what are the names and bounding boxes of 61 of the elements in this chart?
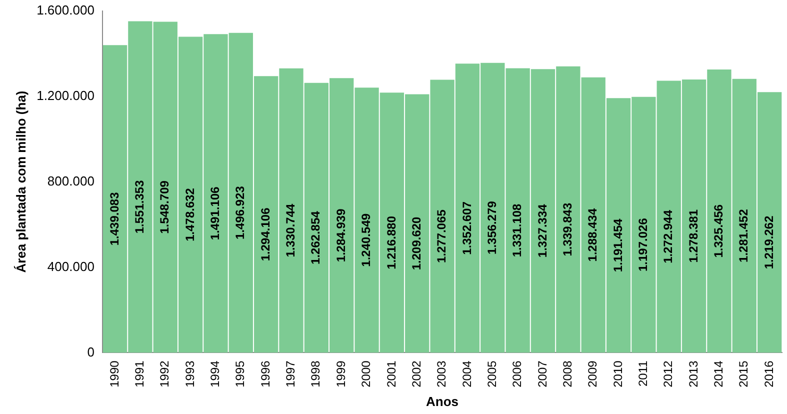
data-label: 1.352.607 [460, 201, 474, 255]
data-label: 1.281.452 [736, 208, 751, 262]
y-tick-label: 400.000 [47, 258, 94, 274]
data-label: 1.278.381 [686, 209, 700, 263]
data-label: 1.330.744 [284, 204, 298, 258]
x-tick-label: 2005 [484, 360, 499, 388]
x-tick-label: 2006 [510, 360, 524, 388]
x-tick-label: 2012 [661, 360, 676, 388]
data-label: 1.294.106 [258, 207, 272, 262]
x-tick-label: 1994 [208, 360, 222, 388]
y-tick-label: 800.000 [47, 173, 94, 188]
x-tick-label: 2013 [686, 360, 700, 388]
x-tick-label: 2002 [409, 360, 424, 388]
data-label: 1.331.108 [510, 203, 524, 258]
data-label: 1.240.549 [359, 213, 374, 267]
x-tick-label: 1991 [132, 360, 147, 388]
x-tick-label: 2008 [560, 360, 574, 388]
x-tick-label: 2000 [359, 360, 374, 388]
x-tick-label: 2016 [762, 360, 776, 388]
x-tick-label: 1990 [107, 360, 122, 388]
data-label: 1.339.843 [560, 202, 574, 256]
data-label: 1.439.083 [107, 192, 122, 246]
x-tick-label: 1995 [233, 360, 248, 388]
data-label: 1.288.434 [586, 208, 600, 262]
x-tick-label: 2015 [736, 360, 751, 388]
x-tick-label: 1999 [334, 360, 348, 388]
data-label: 1.327.334 [535, 204, 550, 258]
x-tick-label: 2011 [636, 360, 650, 387]
x-tick-label: 1996 [258, 360, 272, 388]
x-tick-label: 2003 [434, 360, 449, 388]
x-tick-label: 2010 [610, 360, 625, 388]
data-label: 1.284.939 [334, 208, 348, 262]
data-label: 1.325.456 [712, 204, 726, 258]
x-tick-label: 2001 [384, 360, 398, 388]
data-label: 1.216.880 [384, 216, 398, 270]
x-tick-label: 1992 [158, 360, 172, 388]
data-label: 1.262.854 [308, 210, 323, 264]
y-tick-label: 0 [87, 344, 94, 360]
x-tick-label: 1997 [284, 360, 298, 388]
x-tick-label: 2004 [460, 360, 474, 388]
data-label: 1.272.944 [661, 210, 676, 264]
data-label: 1.219.262 [762, 215, 776, 270]
data-label: 1.548.709 [158, 180, 172, 234]
y-tick-label: 1.600.000 [36, 2, 94, 18]
data-label: 1.496.923 [233, 186, 248, 240]
data-label: 1.209.620 [409, 216, 424, 270]
data-label: 1.356.279 [484, 200, 499, 254]
x-tick-label: 2007 [535, 360, 550, 388]
data-label: 1.551.353 [132, 180, 147, 234]
x-tick-label: 1998 [308, 360, 323, 388]
data-label: 1.277.065 [434, 209, 449, 263]
x-tick-label: 1993 [182, 360, 197, 388]
x-axis-title: Anos [426, 394, 459, 409]
x-tick-label: 2014 [712, 360, 726, 388]
x-tick-label: 2009 [586, 360, 600, 388]
y-tick-label: 1.200.000 [36, 88, 94, 103]
data-label: 1.478.632 [182, 188, 197, 242]
data-label: 1.491.106 [208, 186, 222, 240]
data-label: 1.191.454 [610, 218, 625, 272]
y-axis-title: Área plantada com milho (ha) [13, 90, 28, 273]
data-label: 1.197.026 [636, 218, 650, 272]
